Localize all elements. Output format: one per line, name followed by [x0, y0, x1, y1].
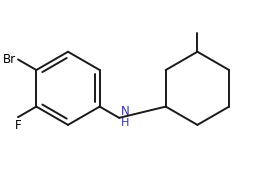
Text: Br: Br: [3, 53, 16, 66]
Text: H: H: [121, 118, 129, 128]
Text: F: F: [15, 119, 21, 131]
Text: N: N: [121, 105, 129, 118]
